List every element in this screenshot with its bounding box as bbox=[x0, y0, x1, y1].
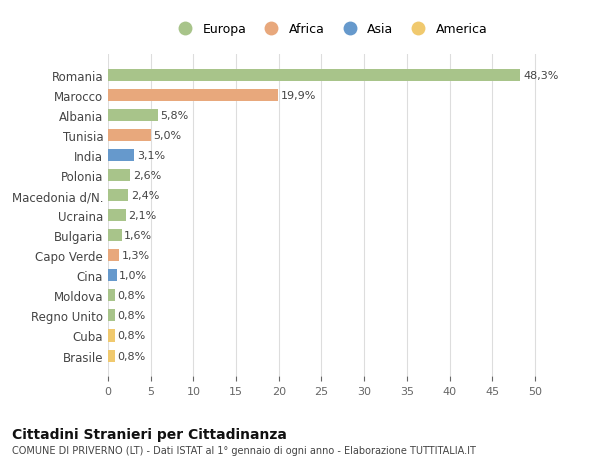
Text: 1,0%: 1,0% bbox=[119, 271, 147, 281]
Bar bbox=[108, 150, 134, 162]
Text: 0,8%: 0,8% bbox=[118, 351, 146, 361]
Text: 2,4%: 2,4% bbox=[131, 191, 160, 201]
Bar bbox=[108, 310, 115, 322]
Bar bbox=[108, 70, 520, 82]
Text: 0,8%: 0,8% bbox=[118, 331, 146, 341]
Text: 5,8%: 5,8% bbox=[160, 111, 188, 121]
Text: 5,0%: 5,0% bbox=[153, 131, 181, 141]
Text: 1,3%: 1,3% bbox=[122, 251, 150, 261]
Text: 2,1%: 2,1% bbox=[128, 211, 157, 221]
Bar bbox=[108, 350, 115, 362]
Bar bbox=[108, 110, 158, 122]
Bar bbox=[108, 90, 278, 102]
Text: 0,8%: 0,8% bbox=[118, 311, 146, 321]
Text: 2,6%: 2,6% bbox=[133, 171, 161, 181]
Text: 0,8%: 0,8% bbox=[118, 291, 146, 301]
Bar bbox=[108, 330, 115, 342]
Bar bbox=[108, 170, 130, 182]
Bar bbox=[108, 190, 128, 202]
Text: COMUNE DI PRIVERNO (LT) - Dati ISTAT al 1° gennaio di ogni anno - Elaborazione T: COMUNE DI PRIVERNO (LT) - Dati ISTAT al … bbox=[12, 445, 476, 455]
Text: 3,1%: 3,1% bbox=[137, 151, 165, 161]
Text: 48,3%: 48,3% bbox=[523, 71, 559, 81]
Text: 19,9%: 19,9% bbox=[280, 91, 316, 101]
Bar bbox=[108, 210, 126, 222]
Text: Cittadini Stranieri per Cittadinanza: Cittadini Stranieri per Cittadinanza bbox=[12, 427, 287, 441]
Bar bbox=[108, 250, 119, 262]
Legend: Europa, Africa, Asia, America: Europa, Africa, Asia, America bbox=[169, 20, 491, 40]
Bar bbox=[108, 230, 122, 242]
Bar bbox=[108, 270, 116, 282]
Bar bbox=[108, 290, 115, 302]
Text: 1,6%: 1,6% bbox=[124, 231, 152, 241]
Bar bbox=[108, 130, 151, 142]
